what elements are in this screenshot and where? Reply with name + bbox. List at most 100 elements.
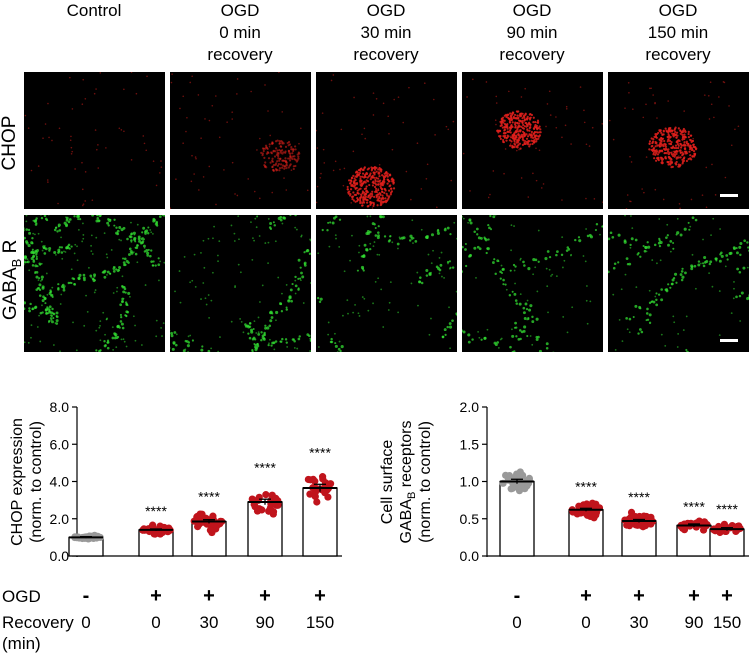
gaba-signal <box>363 243 367 247</box>
header-line: recovery <box>645 45 711 64</box>
gaba-speck <box>122 338 125 341</box>
gaba-speck <box>666 223 669 226</box>
chop-speck <box>520 96 523 98</box>
chop-signal <box>671 129 674 133</box>
gaba-speck <box>217 350 220 352</box>
gaba-signal <box>78 217 82 221</box>
chop-signal <box>694 146 697 149</box>
gaba-signal <box>98 215 102 218</box>
gaba-speck <box>374 281 377 283</box>
chop-signal <box>674 130 677 134</box>
gaba-signal <box>120 322 124 326</box>
gaba-speck <box>526 299 529 302</box>
chop-signal <box>679 143 682 146</box>
chop-signal <box>373 173 376 176</box>
chop-speck <box>160 166 163 168</box>
chop-speck <box>555 116 557 118</box>
gaba-signal <box>480 338 483 341</box>
chop-signal <box>684 130 687 133</box>
gaba-signal <box>152 219 156 223</box>
gaba-speck <box>253 239 255 242</box>
chop-signal <box>523 135 526 138</box>
gaba-signal <box>735 246 738 250</box>
gaba-signal <box>446 260 450 264</box>
gaba-speck <box>132 315 135 318</box>
chop-speck <box>195 157 197 160</box>
gaba-signal <box>628 262 632 266</box>
gaba-speck <box>377 277 380 280</box>
chop-speck <box>601 122 603 125</box>
chop-signal <box>528 118 532 121</box>
header-line: 150 min <box>647 23 709 42</box>
gaba-signal <box>299 277 302 280</box>
data-point <box>635 512 644 521</box>
gaba-signal <box>170 331 174 335</box>
gaba-speck <box>125 345 128 348</box>
gaba-signal <box>525 307 529 311</box>
y-axis-label: Cell surface GABAB receptors (norm. to con… <box>379 421 434 544</box>
header-line: 30 min <box>360 23 412 42</box>
gaba-signal <box>107 224 110 227</box>
gaba-signal <box>62 288 66 292</box>
chop-speck <box>489 193 491 196</box>
gaba-signal <box>658 245 662 248</box>
chop-signal <box>683 133 686 136</box>
gaba-signal <box>402 236 406 240</box>
gaba-speck <box>612 293 615 296</box>
chop-signal <box>287 140 291 144</box>
gaba-speck <box>691 253 694 256</box>
chop-signal <box>287 157 290 160</box>
gaba-signal <box>334 215 338 219</box>
chop-signal <box>366 168 369 171</box>
gaba-signal <box>681 275 685 279</box>
chop-signal <box>679 156 682 159</box>
chop-signal <box>361 191 364 195</box>
gaba-signal <box>340 345 344 349</box>
gaba-speck <box>599 233 601 236</box>
chop-signal <box>503 125 506 128</box>
gaba-signal <box>271 341 274 345</box>
chop-signal <box>678 149 681 152</box>
gaba-speck <box>389 235 391 238</box>
chop-signal <box>278 159 281 162</box>
gaba-signal <box>34 220 37 223</box>
chop-signal <box>528 145 531 148</box>
data-point <box>519 471 527 480</box>
chop-signal <box>353 177 356 180</box>
gaba-signal <box>40 275 44 279</box>
gaba-signal <box>60 251 64 254</box>
chop-speck <box>186 116 188 119</box>
gabab-surface-chart: 0.00.51.01.52.0************ ****Cell surf… <box>379 399 749 632</box>
chop-signal <box>683 147 686 150</box>
gaba-signal <box>116 268 120 273</box>
chop-signal <box>656 153 660 156</box>
gaba-signal <box>644 246 648 250</box>
gaba-speck <box>267 241 270 244</box>
gaba-signal <box>42 295 45 299</box>
chop-speck <box>679 207 681 209</box>
gaba-signal <box>48 310 52 314</box>
chop-signal <box>277 162 281 166</box>
gaba-speck <box>746 266 749 269</box>
chop-image <box>608 81 740 209</box>
gaba-signal <box>157 263 161 267</box>
chop-signal <box>361 204 364 207</box>
gaba-signal <box>120 316 123 319</box>
gaba-signal <box>617 261 620 264</box>
chop-signal <box>368 183 371 187</box>
gaba-speck <box>64 285 66 287</box>
chop-image <box>316 74 455 209</box>
chop-signal <box>365 179 368 182</box>
gaba-signal <box>535 338 539 342</box>
gaba-signal <box>130 232 134 236</box>
gaba-signal <box>377 225 380 228</box>
chop-signal <box>372 203 376 206</box>
gaba-signal <box>747 296 749 300</box>
y-axis-label: CHOP expression (norm. to control) <box>9 418 45 546</box>
gaba-speck <box>273 348 276 351</box>
chop-signal <box>359 181 362 184</box>
gaba-signal <box>528 308 532 312</box>
gaba-signal <box>73 283 77 286</box>
gaba-signal <box>24 255 28 259</box>
gaba-signal <box>274 340 278 343</box>
